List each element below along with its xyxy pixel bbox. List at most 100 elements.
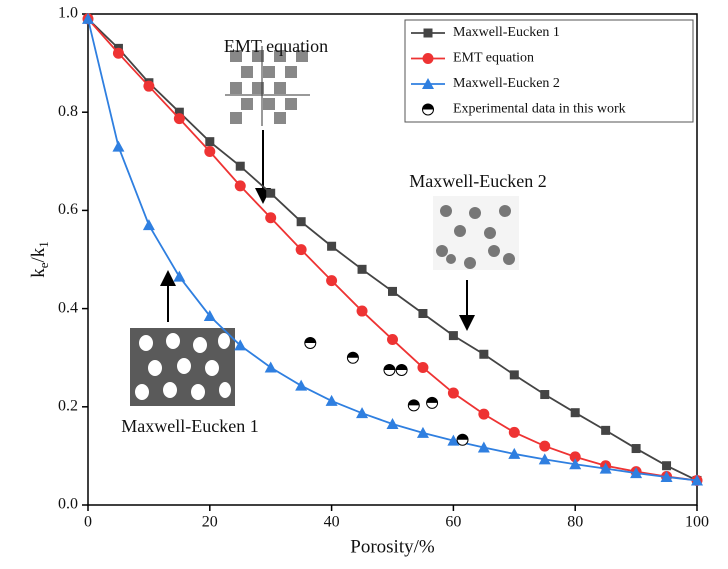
- y-tick-label: 0.0: [58, 496, 78, 513]
- marker-shape: [662, 461, 672, 471]
- y-tick-label: 1.0: [58, 5, 78, 22]
- marker: [508, 426, 520, 438]
- marker: [416, 426, 429, 438]
- marker: [601, 425, 611, 435]
- marker: [266, 188, 276, 198]
- y-axis-label-part: e: [36, 262, 51, 268]
- marker: [569, 458, 582, 470]
- marker: [417, 362, 429, 374]
- marker: [234, 339, 247, 351]
- marker: [691, 474, 703, 486]
- marker-shape: [205, 137, 215, 147]
- marker: [570, 408, 580, 418]
- marker: [143, 80, 155, 92]
- marker-shape: [326, 275, 338, 287]
- marker-shape: [143, 80, 155, 92]
- marker-shape: [569, 451, 581, 463]
- marker: [203, 309, 216, 321]
- marker: [662, 461, 672, 471]
- marker: [304, 336, 317, 349]
- marker: [422, 53, 434, 64]
- marker: [423, 28, 433, 38]
- marker-shape: [347, 352, 359, 358]
- marker: [326, 275, 338, 287]
- marker-shape: [295, 244, 307, 256]
- marker: [295, 379, 308, 391]
- x-axis-label: Porosity/%: [350, 536, 435, 557]
- marker: [478, 408, 490, 420]
- y-tick-label: 0.2: [58, 397, 78, 414]
- y-axis-label-part: k: [28, 268, 49, 278]
- marker: [456, 433, 469, 446]
- marker: [407, 399, 420, 412]
- marker-shape: [630, 467, 643, 479]
- marker-shape: [408, 399, 420, 406]
- marker: [599, 462, 612, 474]
- marker-shape: [296, 217, 306, 227]
- y-tick-label: 0.8: [58, 103, 78, 120]
- y-axis-label-part: /k: [28, 247, 49, 262]
- marker: [112, 47, 124, 59]
- annotation: Maxwell-Eucken 1: [121, 416, 258, 436]
- marker-shape: [538, 453, 551, 465]
- x-tick-label: 80: [567, 514, 583, 531]
- marker-shape: [325, 394, 338, 406]
- marker: [538, 453, 551, 465]
- marker: [112, 140, 125, 152]
- marker: [264, 361, 277, 373]
- marker: [173, 270, 186, 282]
- emt-inset: [222, 44, 310, 126]
- marker-shape: [142, 219, 155, 231]
- marker: [539, 440, 551, 452]
- marker: [295, 244, 307, 256]
- marker-shape: [601, 425, 611, 435]
- marker: [477, 441, 490, 453]
- marker-shape: [508, 447, 521, 459]
- marker-shape: [418, 309, 428, 319]
- marker-shape: [508, 426, 520, 438]
- me2-inset: [433, 196, 519, 270]
- marker: [387, 334, 398, 346]
- marker-shape: [660, 471, 673, 483]
- marker: [418, 309, 428, 319]
- marker: [448, 331, 458, 341]
- y-tick-label: 0.6: [58, 201, 78, 218]
- marker: [82, 12, 94, 24]
- legend-label: Maxwell-Eucken 1: [453, 25, 560, 40]
- marker-shape: [234, 339, 247, 351]
- marker: [509, 370, 519, 380]
- marker-shape: [264, 361, 277, 373]
- marker-shape: [304, 337, 316, 343]
- marker: [234, 180, 246, 192]
- marker: [422, 78, 434, 89]
- marker-shape: [235, 161, 245, 171]
- marker: [327, 241, 337, 251]
- legend-label: Experimental data in this work: [453, 102, 626, 117]
- marker: [631, 444, 641, 454]
- marker: [296, 217, 306, 227]
- y-tick-label: 0.4: [58, 299, 78, 316]
- marker: [447, 387, 459, 399]
- marker: [174, 107, 184, 117]
- marker-shape: [422, 104, 434, 110]
- marker-shape: [356, 305, 368, 317]
- marker-shape: [599, 462, 612, 474]
- marker-shape: [422, 78, 434, 89]
- marker-shape: [173, 113, 185, 125]
- marker-shape: [112, 140, 125, 152]
- annotation: Maxwell-Eucken 2: [409, 171, 546, 191]
- marker: [540, 390, 550, 400]
- marker-shape: [357, 264, 367, 274]
- marker: [356, 407, 369, 419]
- plot-frame: [87, 13, 698, 506]
- marker-shape: [631, 444, 641, 454]
- marker-shape: [417, 362, 429, 374]
- marker-shape: [356, 407, 369, 419]
- marker-shape: [112, 47, 124, 59]
- marker: [386, 417, 399, 429]
- marker: [660, 471, 673, 483]
- marker-shape: [423, 28, 433, 38]
- marker: [204, 145, 216, 157]
- me1-inset: [130, 328, 235, 406]
